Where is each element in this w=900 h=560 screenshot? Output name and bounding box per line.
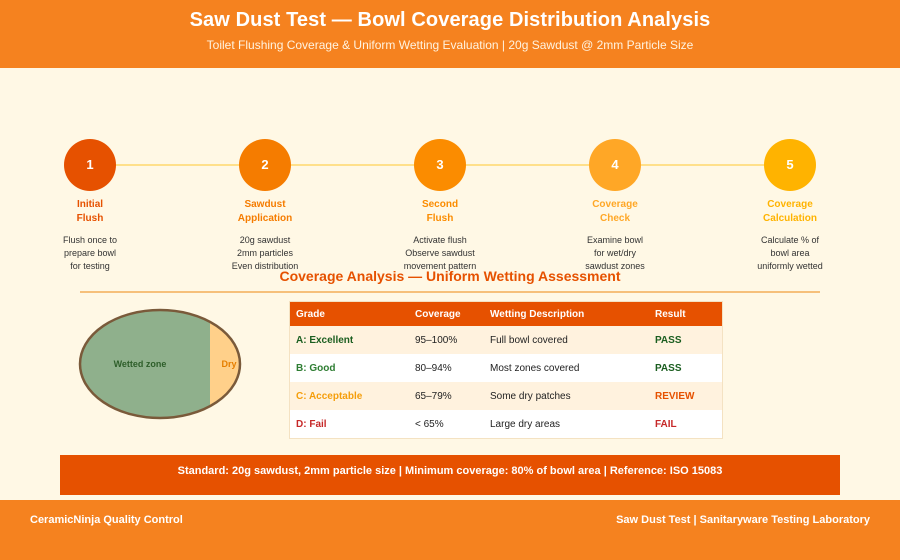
header-grade: Grade (290, 302, 409, 326)
row-description: Full bowl covered (484, 326, 649, 354)
row-grade: D: Fail (290, 410, 409, 438)
header-coverage: Coverage (409, 302, 484, 326)
step-5: 5 Coverage Calculation Calculate % of bowl… (730, 139, 850, 273)
row-result: PASS (649, 354, 722, 382)
table-row: D: Fail < 65% Large dry areas FAIL (290, 410, 722, 438)
step-4: 4 Coverage Check Examine bowl for wet/dry s… (555, 139, 675, 273)
row-description: Most zones covered (484, 354, 649, 382)
step-5-circle: 5 (764, 139, 816, 191)
row-description: Large dry areas (484, 410, 649, 438)
grade-table: Grade Coverage Wetting Description Resul… (290, 302, 722, 438)
row-result: REVIEW (649, 382, 722, 410)
step-1-circle: 1 (64, 139, 116, 191)
header-banner: Saw Dust Test — Bowl Coverage Distributi… (0, 0, 900, 68)
header-result: Result (649, 302, 722, 326)
table-row: B: Good 80–94% Most zones covered PASS (290, 354, 722, 382)
row-coverage: < 65% (409, 410, 484, 438)
row-grade: A: Excellent (290, 326, 409, 354)
step-2: 2 Sawdust Application 20g sawdust 2mm part… (205, 139, 325, 273)
analysis-title: Coverage Analysis — Uniform Wetting Asse… (279, 268, 621, 284)
step-2-label: Sawdust Application (237, 199, 293, 224)
page-title: Saw Dust Test — Bowl Coverage Distributi… (189, 9, 711, 31)
row-description: Some dry patches (484, 382, 649, 410)
row-result: FAIL (649, 410, 722, 438)
table-row: A: Excellent 95–100% Full bowl covered P… (290, 326, 722, 354)
step-5-description: Calculate % of bowl area uniformly wetted (757, 235, 823, 271)
footer-brand: CeramicNinja Quality Control (30, 514, 183, 526)
row-grade: B: Good (290, 354, 409, 382)
step-3-description: Activate flush Observe sawdust movement pa… (403, 235, 477, 271)
step-1-description: Flush once to prepare bowl for testing (62, 235, 118, 271)
row-coverage: 80–94% (409, 354, 484, 382)
step-4-circle: 4 (589, 139, 641, 191)
analysis-divider (80, 291, 820, 293)
step-3-circle: 3 (414, 139, 466, 191)
table-header-row: Grade Coverage Wetting Description Resul… (290, 302, 722, 326)
footer: CeramicNinja Quality Control Saw Dust Te… (0, 500, 900, 560)
step-4-description: Examine bowl for wet/dry sawdust zones (585, 235, 645, 271)
step-3: 3 Second Flush Activate flush Observe sawd… (380, 139, 500, 273)
row-result: PASS (649, 326, 722, 354)
header-wetting-description: Wetting Description (484, 302, 649, 326)
row-grade: C: Acceptable (290, 382, 409, 410)
table-row: C: Acceptable 65–79% Some dry patches RE… (290, 382, 722, 410)
step-2-description: 20g sawdust 2mm particles Even distributio… (231, 235, 299, 271)
bowl-outline (78, 308, 242, 420)
footer-lab-label: Saw Dust Test | Sanitaryware Testing Lab… (616, 514, 870, 526)
bowl-coverage-diagram: Wetted zone Dry (78, 308, 242, 420)
dry-zone-label: Dry (221, 359, 236, 369)
step-5-label: Coverage Calculation (763, 199, 817, 224)
step-1-label: Initial Flush (76, 199, 104, 224)
step-1: 1 Initial Flush Flush once to prepare bowl… (30, 139, 150, 273)
step-3-label: Second Flush (421, 199, 459, 224)
row-coverage: 65–79% (409, 382, 484, 410)
standard-banner: Standard: 20g sawdust, 2mm particle size… (60, 455, 840, 495)
step-4-label: Coverage Check (592, 199, 638, 224)
step-2-circle: 2 (239, 139, 291, 191)
wetted-zone-label: Wetted zone (114, 359, 167, 369)
row-coverage: 95–100% (409, 326, 484, 354)
page-subtitle: Toilet Flushing Coverage & Uniform Wetti… (206, 38, 694, 52)
